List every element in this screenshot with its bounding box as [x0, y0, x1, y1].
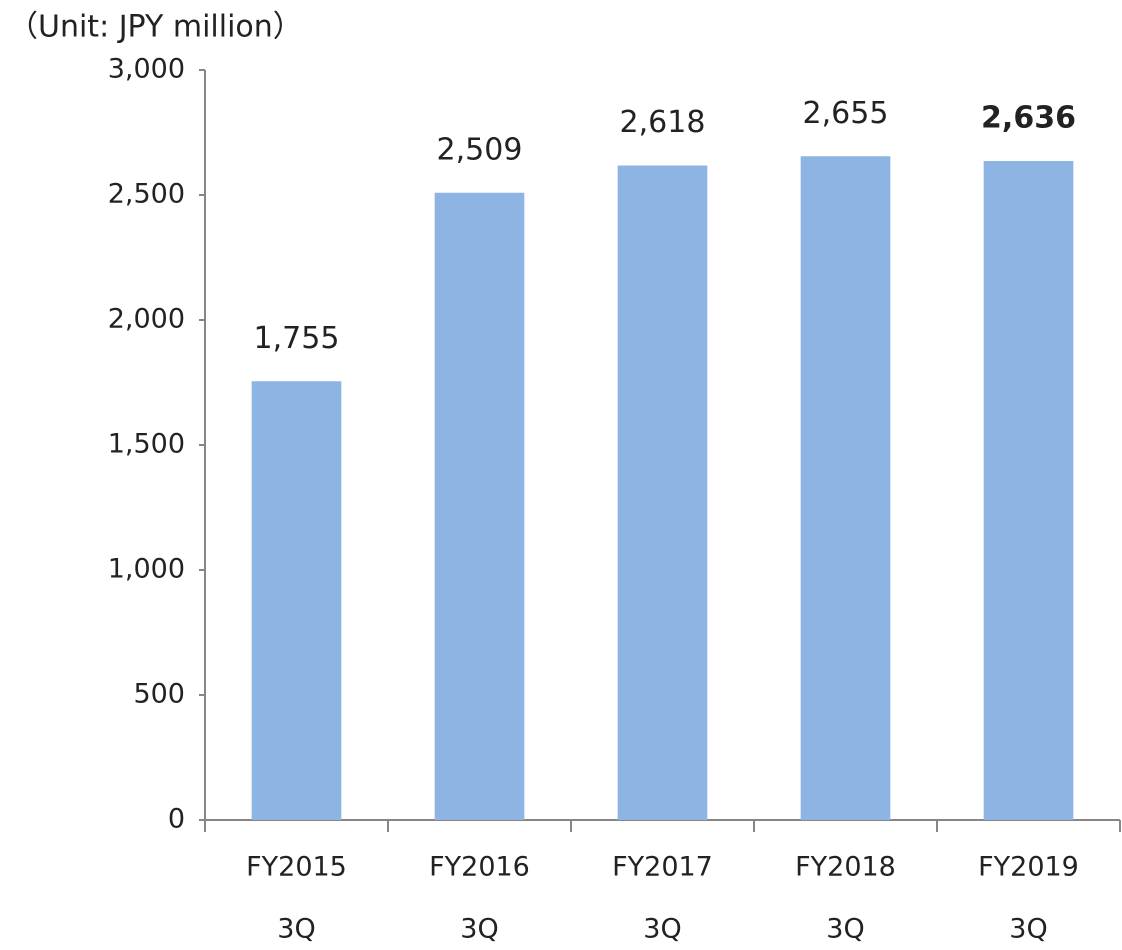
x-tick-label: FY2017	[612, 852, 713, 883]
x-tick-label: FY2016	[429, 852, 530, 883]
x-tick-label: 3Q	[460, 914, 498, 945]
y-tick-label: 0	[168, 804, 185, 835]
y-tick-label: 2,000	[108, 304, 185, 335]
y-tick-label: 3,000	[108, 54, 185, 85]
x-tick-label: 3Q	[643, 914, 681, 945]
value-label: 2,636	[981, 101, 1076, 136]
bar	[251, 381, 342, 820]
x-tick-label: 3Q	[277, 914, 315, 945]
y-tick-label: 2,500	[108, 179, 185, 210]
x-tick-label: FY2015	[246, 852, 347, 883]
bar	[800, 156, 891, 820]
value-label: 1,755	[254, 321, 340, 356]
value-label: 2,618	[620, 105, 706, 140]
x-tick-label: FY2019	[978, 852, 1079, 883]
bar	[617, 165, 708, 820]
value-label: 2,509	[437, 132, 523, 167]
x-tick-label: 3Q	[826, 914, 864, 945]
y-tick-label: 1,000	[108, 554, 185, 585]
x-tick-label: FY2018	[795, 852, 896, 883]
bar	[983, 161, 1074, 820]
y-tick-label: 1,500	[108, 429, 185, 460]
x-tick-label: 3Q	[1009, 914, 1047, 945]
bar	[434, 192, 525, 820]
y-tick-label: 500	[133, 679, 185, 710]
unit-label: （Unit: JPY million）	[8, 10, 303, 45]
value-label: 2,655	[803, 96, 889, 131]
